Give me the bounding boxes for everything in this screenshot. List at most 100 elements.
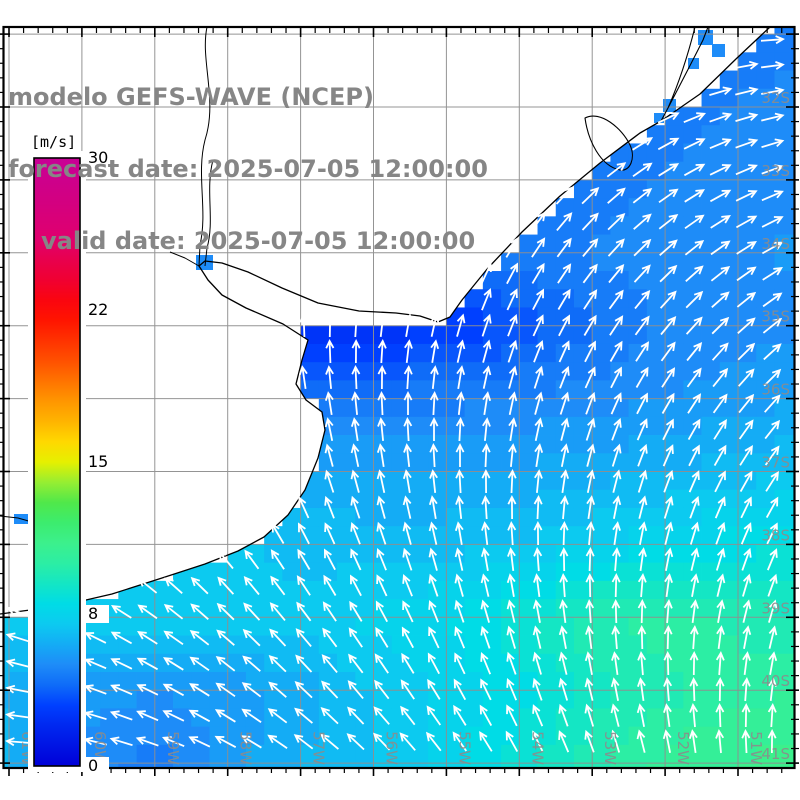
wind-arrow bbox=[402, 495, 412, 519]
ocean-cell bbox=[9, 617, 28, 636]
wind-arrow bbox=[455, 469, 465, 494]
ocean-cell bbox=[373, 763, 393, 768]
wind-arrow bbox=[428, 626, 440, 649]
wind-arrow bbox=[111, 605, 132, 619]
ocean-cell bbox=[209, 690, 229, 709]
wind-arrow bbox=[508, 443, 517, 467]
ocean-cell bbox=[592, 544, 611, 564]
ocean-cell bbox=[300, 726, 320, 746]
lon-label: 60W bbox=[91, 731, 109, 765]
ocean-cell bbox=[701, 507, 721, 527]
wind-arrow bbox=[742, 573, 752, 597]
ocean-cell bbox=[537, 708, 557, 728]
ocean-cell bbox=[482, 744, 502, 764]
wind-arrow bbox=[453, 704, 467, 726]
wind-arrow bbox=[402, 521, 412, 545]
wind-arrow bbox=[690, 599, 699, 624]
wind-arrow bbox=[767, 573, 778, 597]
wind-arrow bbox=[190, 603, 209, 620]
wind-arrow bbox=[608, 263, 625, 284]
wind-arrow bbox=[298, 365, 308, 390]
ocean-cell bbox=[774, 617, 794, 636]
wind-arrow bbox=[768, 599, 778, 623]
ocean-cell bbox=[701, 562, 721, 582]
ocean-cell bbox=[373, 325, 393, 345]
ocean-cell bbox=[519, 307, 538, 327]
wind-arrow bbox=[241, 708, 262, 723]
ocean-cell bbox=[428, 744, 447, 764]
lagoon-water-cell bbox=[712, 44, 725, 57]
wind-arrow bbox=[323, 574, 337, 596]
wind-arrow bbox=[735, 112, 759, 122]
ocean-cell bbox=[701, 398, 721, 418]
ocean-cell bbox=[373, 507, 393, 527]
wind-arrow bbox=[325, 365, 334, 389]
ocean-cell bbox=[573, 635, 593, 655]
ocean-cell bbox=[683, 234, 702, 254]
ocean-cell bbox=[227, 580, 247, 600]
ocean-cell bbox=[701, 289, 721, 308]
wind-arrow bbox=[297, 548, 311, 570]
wind-arrow bbox=[299, 313, 309, 338]
wind-arrow bbox=[452, 731, 468, 752]
ocean-cell bbox=[738, 744, 757, 764]
ocean-cell bbox=[592, 526, 611, 545]
wind-arrow bbox=[163, 603, 184, 620]
ocean-cell bbox=[738, 307, 757, 327]
wind-arrow bbox=[764, 419, 781, 440]
ocean-cell bbox=[701, 125, 721, 144]
ocean-cell bbox=[555, 562, 575, 582]
ocean-cell bbox=[628, 580, 648, 600]
ocean-cell bbox=[337, 708, 356, 728]
ocean-cell bbox=[409, 453, 429, 472]
wind-arrow bbox=[430, 313, 440, 337]
ocean-cell bbox=[592, 744, 611, 764]
ocean-cell bbox=[173, 763, 192, 768]
wind-arrow bbox=[663, 469, 674, 493]
ocean-cell bbox=[537, 544, 557, 564]
wind-arrow bbox=[584, 729, 595, 753]
wind-arrow bbox=[663, 599, 673, 624]
ocean-cell bbox=[628, 179, 648, 199]
ocean-cell bbox=[446, 343, 466, 363]
ocean-cell bbox=[646, 343, 666, 363]
ocean-cell bbox=[756, 544, 775, 564]
ocean-cell bbox=[209, 562, 229, 582]
wind-arrow bbox=[375, 626, 389, 648]
wind-arrow bbox=[610, 366, 622, 389]
ocean-cell bbox=[774, 271, 794, 290]
ocean-cell bbox=[100, 690, 119, 709]
wind-arrow bbox=[456, 339, 466, 363]
wind-arrow bbox=[741, 729, 751, 754]
wind-arrow bbox=[586, 443, 596, 467]
ocean-cell bbox=[592, 562, 611, 582]
ocean-cell bbox=[592, 216, 611, 235]
wind-arrow bbox=[533, 573, 542, 598]
ocean-cell bbox=[519, 635, 538, 655]
ocean-cell bbox=[719, 653, 739, 673]
ocean-cell bbox=[264, 653, 283, 673]
ocean-cell bbox=[738, 763, 757, 768]
wind-arrow bbox=[480, 651, 492, 675]
wind-arrow bbox=[271, 522, 285, 544]
ocean-cell bbox=[355, 708, 374, 728]
wind-arrow bbox=[738, 368, 755, 387]
ocean-cell bbox=[628, 653, 648, 673]
wind-arrow bbox=[709, 112, 733, 123]
ocean-cell bbox=[373, 726, 393, 746]
ocean-cell bbox=[464, 416, 484, 436]
wind-arrow bbox=[508, 365, 518, 389]
ocean-cell bbox=[318, 562, 338, 582]
wind-arrow bbox=[559, 521, 569, 546]
ocean-cell bbox=[409, 471, 429, 491]
ocean-cell bbox=[3, 763, 10, 768]
wind-arrow bbox=[505, 730, 519, 753]
ocean-cell bbox=[628, 398, 648, 418]
ocean-cell bbox=[318, 453, 338, 472]
wind-arrow bbox=[581, 212, 599, 231]
wind-arrow bbox=[347, 680, 364, 699]
ocean-cell bbox=[719, 325, 739, 345]
wind-arrow bbox=[688, 444, 700, 467]
wind-arrow bbox=[532, 651, 542, 675]
ocean-cell bbox=[646, 252, 666, 272]
